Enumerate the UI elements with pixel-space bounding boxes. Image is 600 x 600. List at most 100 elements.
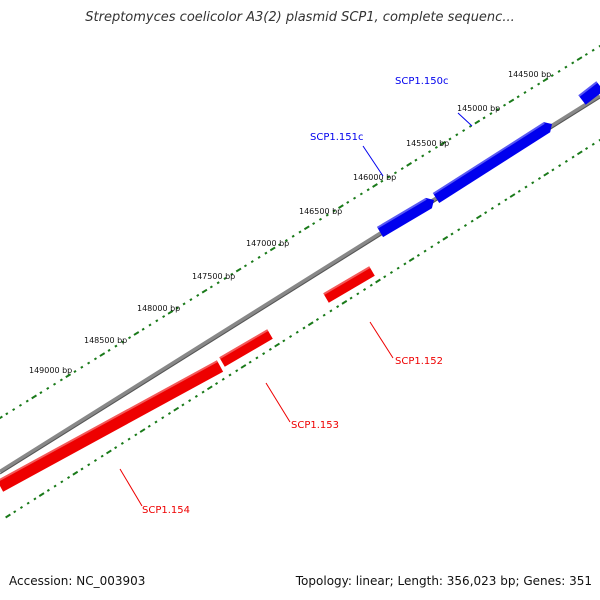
minor-tick xyxy=(393,171,398,175)
minor-tick xyxy=(209,285,213,289)
minor-tick xyxy=(162,315,166,319)
tick-label: 145000 bp xyxy=(457,104,500,113)
gene-label[interactable]: SCP1.152 xyxy=(395,356,443,367)
minor-tick xyxy=(194,394,198,398)
minor-tick xyxy=(214,382,219,386)
major-tick xyxy=(474,119,481,125)
major-tick xyxy=(173,406,180,412)
minor-tick xyxy=(463,223,468,227)
gene-label[interactable]: SCP1.150c xyxy=(395,76,449,87)
minor-tick xyxy=(584,52,588,56)
major-tick xyxy=(576,150,583,156)
minor-tick xyxy=(155,319,159,323)
minor-tick xyxy=(114,344,118,348)
major-tick xyxy=(65,373,72,379)
minor-tick xyxy=(284,238,288,242)
minor-tick xyxy=(470,219,474,223)
tick-label: 144500 bp xyxy=(508,70,551,79)
minor-tick xyxy=(537,82,541,86)
major-tick xyxy=(406,162,412,167)
minor-tick xyxy=(223,277,227,280)
minor-tick xyxy=(396,266,400,270)
gene-scp1-150c-highlight xyxy=(432,122,545,195)
gene-scp1-149c-partial[interactable] xyxy=(578,81,600,105)
minor-tick xyxy=(531,181,535,185)
minor-tick xyxy=(268,347,272,351)
minor-tick xyxy=(80,365,84,369)
minor-tick xyxy=(175,306,179,310)
minor-tick xyxy=(496,107,500,111)
major-tick xyxy=(543,171,550,177)
minor-tick xyxy=(591,142,595,146)
major-tick xyxy=(99,352,106,357)
major-tick xyxy=(38,492,45,497)
gene-scp1-152[interactable] xyxy=(323,266,375,303)
gene-scp1-153[interactable] xyxy=(219,329,273,367)
major-tick xyxy=(240,364,247,369)
gene-label[interactable]: SCP1.151c xyxy=(310,132,364,143)
minor-tick xyxy=(19,505,24,509)
minor-tick xyxy=(318,217,323,221)
minor-tick xyxy=(359,192,363,196)
gene-leader-line xyxy=(362,145,384,177)
major-tick xyxy=(303,225,310,231)
tick-label: 149000 bp xyxy=(29,366,72,375)
major-tick xyxy=(235,267,242,273)
minor-tick xyxy=(530,86,534,90)
minor-tick xyxy=(516,95,520,99)
minor-tick xyxy=(53,484,57,488)
minor-tick xyxy=(312,222,316,226)
major-tick xyxy=(476,214,482,220)
gene-scp1-150c[interactable] xyxy=(432,122,552,204)
minor-tick xyxy=(141,327,145,331)
minor-tick xyxy=(216,281,220,285)
minor-tick xyxy=(598,44,600,48)
accession-value: NC_003903 xyxy=(76,574,146,588)
minor-tick xyxy=(181,403,185,407)
major-tick xyxy=(133,331,140,336)
minor-tick xyxy=(282,339,286,343)
minor-tick xyxy=(436,241,441,245)
minor-tick xyxy=(264,251,268,255)
minor-tick xyxy=(255,356,259,360)
minor-tick xyxy=(551,168,555,172)
minor-tick xyxy=(114,446,118,450)
tick-label: 147000 bp xyxy=(246,239,289,248)
minor-tick xyxy=(329,309,333,313)
minor-tick xyxy=(448,137,452,141)
minor-tick xyxy=(497,202,501,206)
gene-features xyxy=(0,81,600,492)
minor-tick xyxy=(121,340,125,344)
gene-scp1-154[interactable] xyxy=(0,360,224,492)
minor-tick xyxy=(383,275,387,279)
minor-tick xyxy=(52,382,57,386)
minor-tick xyxy=(134,433,138,437)
minor-tick xyxy=(12,408,16,412)
minor-tick xyxy=(161,416,165,420)
major-tick xyxy=(5,513,11,519)
gene-label[interactable]: SCP1.153 xyxy=(291,420,339,431)
minor-tick xyxy=(120,441,124,445)
minor-tick xyxy=(26,501,30,505)
gene-scp1-154-highlight xyxy=(0,360,218,481)
minor-tick xyxy=(248,360,252,364)
gene-labels: SCP1.150c SCP1.151c SCP1.152 SCP1.153 SCP1.1… xyxy=(142,76,449,516)
minor-tick xyxy=(430,245,434,249)
inner-tick-ring xyxy=(5,138,600,519)
topology-summary: Topology: linear; Length: 356,023 bp; Ge… xyxy=(295,574,592,588)
minor-tick xyxy=(66,476,71,480)
gene-scp1-152-highlight xyxy=(323,266,371,295)
minor-tick xyxy=(295,330,299,334)
minor-tick xyxy=(325,213,329,217)
minor-tick xyxy=(369,283,373,287)
major-tick xyxy=(509,193,516,198)
gene-label[interactable]: SCP1.154 xyxy=(142,505,190,516)
minor-tick xyxy=(484,211,488,215)
tick-label: 145500 bp xyxy=(406,139,449,148)
minor-tick xyxy=(591,48,595,52)
minor-tick xyxy=(288,335,293,339)
gene-scp1-151c[interactable] xyxy=(376,197,434,238)
minor-tick xyxy=(336,305,340,309)
minor-tick xyxy=(450,232,454,236)
outer-tick-ring xyxy=(0,44,600,420)
